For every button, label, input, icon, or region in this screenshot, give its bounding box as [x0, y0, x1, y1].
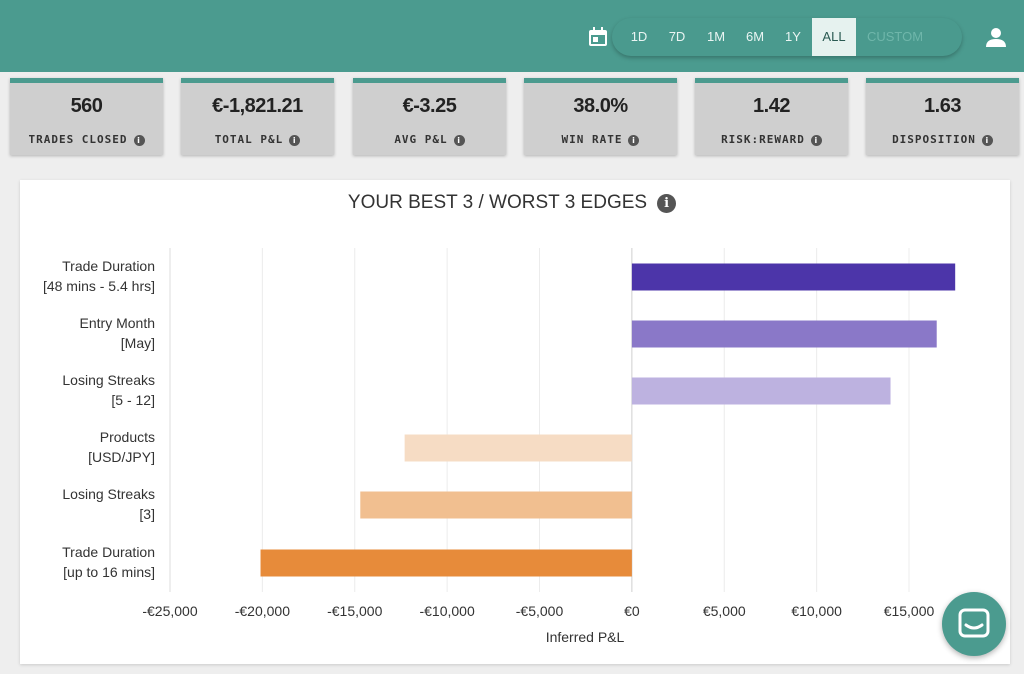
x-tick-label: -€20,000 — [235, 603, 290, 619]
kpi-label: WIN RATE — [561, 133, 623, 146]
bar-5 — [360, 491, 632, 519]
info-icon[interactable]: i — [657, 194, 677, 213]
y-category-label: [USD/JPY] — [88, 449, 155, 465]
range-button-all[interactable]: ALL — [812, 18, 856, 56]
info-icon[interactable]: i — [981, 134, 993, 146]
kpi-card-trades-closed: 560 TRADES CLOSED i — [10, 78, 163, 155]
x-tick-label: €0 — [624, 603, 640, 619]
range-button-6m[interactable]: 6M — [745, 29, 765, 44]
y-category-label: [5 - 12] — [111, 392, 155, 408]
bar-2 — [631, 320, 937, 348]
chart-panel — [20, 180, 1010, 664]
x-tick-label: €10,000 — [791, 603, 842, 619]
kpi-label: DISPOSITION — [892, 133, 976, 146]
range-button-1y[interactable]: 1Y — [785, 29, 801, 44]
kpi-card-avg-pnl: €-3.25 AVG P&L i — [353, 78, 506, 155]
y-category-label: [up to 16 mins] — [63, 564, 155, 580]
y-category-label: Entry Month — [80, 315, 155, 331]
kpi-value: 1.63 — [924, 95, 961, 117]
kpi-label: TOTAL P&L — [214, 133, 284, 146]
chat-icon — [958, 608, 990, 638]
kpi-value: 560 — [70, 95, 103, 117]
kpi-label: AVG P&L — [394, 133, 448, 146]
info-icon[interactable]: i — [133, 134, 145, 146]
range-button-1d[interactable]: 1D — [630, 29, 648, 44]
kpi-card-disposition: 1.63 DISPOSITION i — [866, 78, 1019, 155]
kpi-label: TRADES CLOSED — [28, 133, 128, 146]
x-tick-label: -€5,000 — [516, 603, 564, 619]
kpi-card-total-pnl: €-1,821.21 TOTAL P&L i — [181, 78, 334, 155]
range-button-7d[interactable]: 7D — [668, 29, 686, 44]
x-tick-label: -€25,000 — [142, 603, 197, 619]
y-category-label: [3] — [139, 506, 155, 522]
y-category-label: Trade Duration — [62, 258, 155, 274]
y-category-label: Losing Streaks — [62, 486, 155, 502]
info-icon[interactable]: i — [289, 134, 301, 146]
x-axis-title: Inferred P&L — [546, 629, 625, 645]
info-icon[interactable]: i — [453, 134, 465, 146]
date-range-selector — [612, 18, 962, 56]
x-tick-label: -€15,000 — [327, 603, 382, 619]
kpi-card-risk-reward: 1.42 RISK:REWARD i — [695, 78, 848, 155]
calendar-icon[interactable] — [588, 27, 608, 47]
range-button-1m[interactable]: 1M — [706, 29, 726, 44]
kpi-card-win-rate: 38.0% WIN RATE i — [524, 78, 677, 155]
kpi-label: RISK:REWARD — [721, 133, 805, 146]
x-tick-label: €15,000 — [884, 603, 935, 619]
x-tick-label: -€10,000 — [419, 603, 474, 619]
x-tick-label: €5,000 — [703, 603, 746, 619]
info-icon[interactable]: i — [628, 134, 640, 146]
chat-launcher-button[interactable] — [942, 592, 1006, 656]
kpi-value: 38.0% — [573, 95, 628, 117]
y-category-label: [48 mins - 5.4 hrs] — [43, 278, 155, 294]
kpi-value: €-1,821.21 — [212, 95, 303, 117]
chart-title: YOUR BEST 3 / WORST 3 EDGES — [347, 192, 648, 213]
y-category-label: [May] — [121, 335, 155, 351]
user-icon[interactable] — [985, 26, 1007, 48]
bar-6 — [260, 549, 632, 577]
y-category-label: Losing Streaks — [62, 372, 155, 388]
y-category-label: Products — [100, 429, 155, 445]
bar-4 — [404, 434, 632, 462]
y-category-label: Trade Duration — [62, 544, 155, 560]
info-icon[interactable]: i — [810, 134, 822, 146]
bar-3 — [631, 377, 891, 405]
range-button-custom[interactable]: CUSTOM — [866, 29, 924, 44]
kpi-value: €-3.25 — [402, 95, 457, 117]
bar-1 — [631, 263, 956, 291]
kpi-value: 1.42 — [753, 95, 790, 117]
